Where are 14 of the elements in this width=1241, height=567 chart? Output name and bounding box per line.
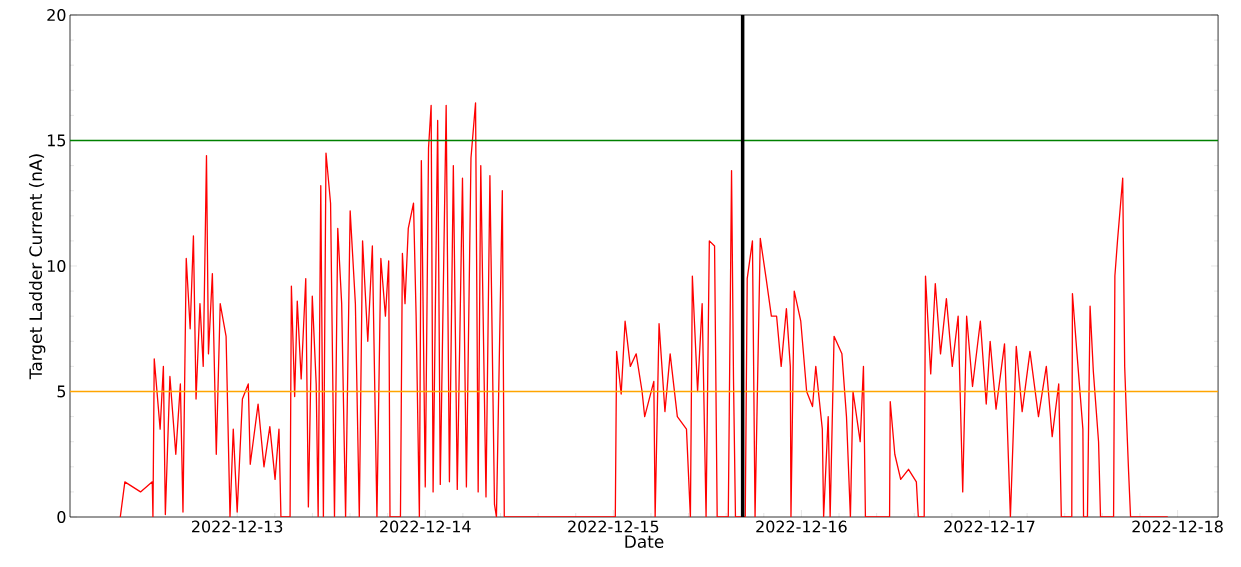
x-tick-label: 2022-12-16: [756, 520, 847, 533]
y-axis-title: Target Ladder Current (nA): [28, 154, 46, 380]
x-tick-label: 2022-12-17: [944, 520, 1035, 533]
x-tick-label: 2022-12-18: [1132, 520, 1223, 533]
x-tick-label: 2022-12-15: [568, 520, 659, 533]
y-tick-label: 20: [47, 8, 66, 22]
y-tick-label: 5: [57, 385, 66, 398]
line-series: [119, 102, 1169, 517]
x-tick-label: 2022-12-14: [380, 520, 471, 533]
x-tick-label: 2022-12-13: [192, 520, 283, 533]
y-tick-label: 0: [57, 510, 66, 524]
y-tick-label: 15: [47, 134, 66, 147]
y-tick-label: 10: [47, 259, 66, 273]
x-axis-title: Date: [625, 535, 664, 548]
